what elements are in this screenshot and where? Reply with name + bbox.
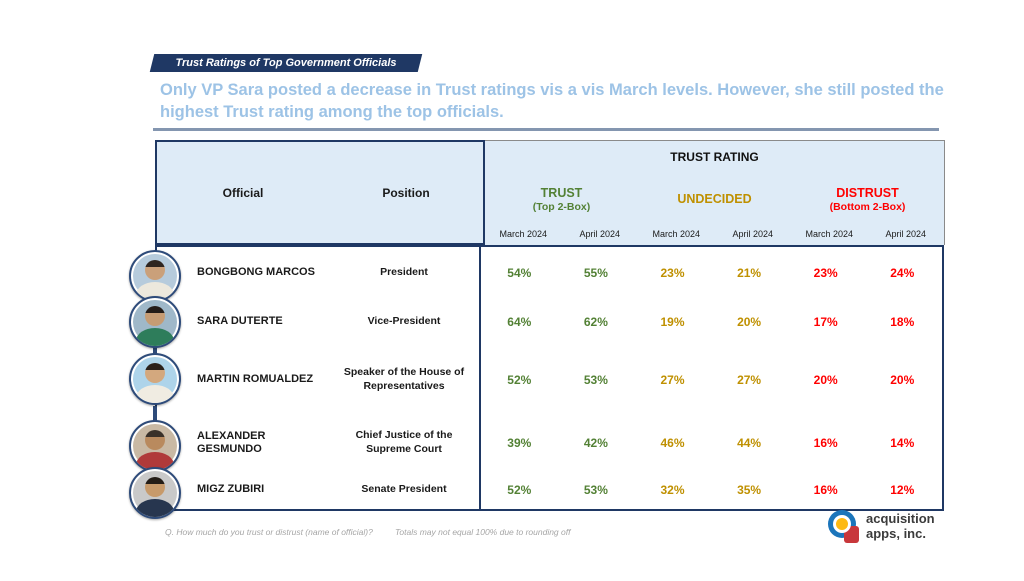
group-header-undecided: UNDECIDED: [638, 192, 791, 208]
trust-sublabel: (Top 2-Box): [532, 201, 591, 214]
distrust-march-value: 20%: [813, 373, 838, 387]
official-name: BONGBONG MARCOS: [197, 266, 315, 279]
undecided-march-value: 23%: [660, 266, 685, 280]
trust-march-value: 54%: [507, 266, 532, 280]
logo-wordmark: acquisition apps, inc.: [866, 510, 935, 541]
undecided-march-value: 32%: [660, 483, 685, 497]
official-position: President: [329, 247, 481, 299]
avatar-marcos: [129, 250, 181, 302]
undecided-march-value: 46%: [660, 436, 685, 450]
undecided-april-value: 21%: [737, 266, 762, 280]
trust-april-value: 62%: [583, 315, 608, 329]
official-name: SARA DUTERTE: [197, 315, 283, 328]
date-col-trust-april: April 2024: [579, 229, 621, 239]
avatar-duterte: [129, 296, 181, 348]
distrust-march-value: 17%: [813, 315, 838, 329]
date-col-undecided-april: April 2024: [732, 229, 774, 239]
acquisition-apps-logo-icon: [828, 510, 859, 543]
avatar-gesmundo: [129, 420, 181, 472]
date-col-trust-march: March 2024: [499, 229, 548, 239]
header-divider-line: [153, 128, 939, 131]
title-badge: Trust Ratings of Top Government Official…: [149, 54, 423, 72]
table-header-right: TRUST RATING TRUST (Top 2-Box) UNDECIDED…: [485, 140, 945, 245]
survey-question-note: Q. How much do you trust or distrust (na…: [165, 527, 373, 537]
distrust-april-value: 24%: [890, 266, 915, 280]
table-row-duterte: SARA DUTERTE Vice-President 64% 62% 19% …: [157, 299, 942, 345]
distrust-sublabel: (Bottom 2-Box): [829, 201, 906, 214]
trust-march-value: 64%: [507, 315, 532, 329]
distrust-april-value: 18%: [890, 315, 915, 329]
date-col-distrust-april: April 2024: [885, 229, 927, 239]
rounding-note: Totals may not equal 100% due to roundin…: [395, 527, 571, 537]
undecided-label: UNDECIDED: [677, 192, 752, 207]
title-badge-label: Trust Ratings of Top Government Official…: [175, 57, 397, 69]
official-position: Speaker of the House of Representatives: [329, 345, 481, 415]
official-position: Chief Justice of the Supreme Court: [329, 415, 481, 471]
undecided-april-value: 20%: [737, 315, 762, 329]
undecided-march-value: 27%: [660, 373, 685, 387]
distrust-april-value: 20%: [890, 373, 915, 387]
trust-march-value: 52%: [507, 373, 532, 387]
distrust-march-value: 16%: [813, 483, 838, 497]
date-col-distrust-march: March 2024: [805, 229, 854, 239]
official-name: MIGZ ZUBIRI: [197, 483, 265, 496]
table-row-marcos: BONGBONG MARCOS President 54% 55% 23% 21…: [157, 247, 942, 299]
table-header: Official Position TRUST RATING TRUST (To…: [155, 140, 945, 245]
date-col-undecided-march: March 2024: [652, 229, 701, 239]
trust-march-value: 52%: [507, 483, 532, 497]
trust-april-value: 42%: [583, 436, 608, 450]
table-row-romualdez: MARTIN ROMUALDEZ Speaker of the House of…: [157, 345, 942, 415]
trust-april-value: 53%: [583, 483, 608, 497]
distrust-april-value: 12%: [890, 483, 915, 497]
date-header-row: March 2024 April 2024 March 2024 April 2…: [485, 229, 944, 245]
trust-april-value: 53%: [583, 373, 608, 387]
group-header-trust: TRUST (Top 2-Box): [485, 186, 638, 215]
column-header-position: Position: [382, 185, 430, 200]
undecided-april-value: 44%: [737, 436, 762, 450]
trust-label: TRUST: [540, 185, 583, 200]
acquisition-apps-logo: acquisition apps, inc.: [828, 510, 935, 543]
table-header-left: Official Position: [155, 140, 485, 245]
table-row-gesmundo: ALEXANDER GESMUNDO Chief Justice of the …: [157, 415, 942, 471]
group-header-row: TRUST (Top 2-Box) UNDECIDED DISTRUST (Bo…: [485, 171, 944, 229]
official-name: MARTIN ROMUALDEZ: [197, 373, 314, 386]
undecided-april-value: 27%: [737, 373, 762, 387]
avatar-connector: [153, 406, 157, 421]
avatar-connector: [153, 347, 157, 355]
distrust-march-value: 16%: [813, 436, 838, 450]
group-header-distrust: DISTRUST (Bottom 2-Box): [791, 186, 944, 215]
distrust-label: DISTRUST: [836, 185, 899, 200]
official-position: Vice-President: [329, 299, 481, 345]
distrust-march-value: 23%: [813, 266, 838, 280]
avatar-zubiri: [129, 467, 181, 519]
headline-text: Only VP Sara posted a decrease in Trust …: [160, 81, 944, 121]
official-name: ALEXANDER GESMUNDO: [197, 429, 266, 455]
table-body: BONGBONG MARCOS President 54% 55% 23% 21…: [155, 245, 944, 511]
trust-rating-title: TRUST RATING: [670, 150, 759, 164]
undecided-april-value: 35%: [737, 483, 762, 497]
column-header-official: Official: [222, 185, 264, 200]
trust-april-value: 55%: [583, 266, 608, 280]
table-row-zubiri: MIGZ ZUBIRI Senate President 52% 53% 32%…: [157, 471, 942, 509]
distrust-april-value: 14%: [890, 436, 915, 450]
trust-march-value: 39%: [507, 436, 532, 450]
trust-ratings-table: Official Position TRUST RATING TRUST (To…: [155, 140, 945, 511]
avatar-romualdez: [129, 353, 181, 405]
official-position: Senate President: [329, 471, 481, 509]
undecided-march-value: 19%: [660, 315, 685, 329]
